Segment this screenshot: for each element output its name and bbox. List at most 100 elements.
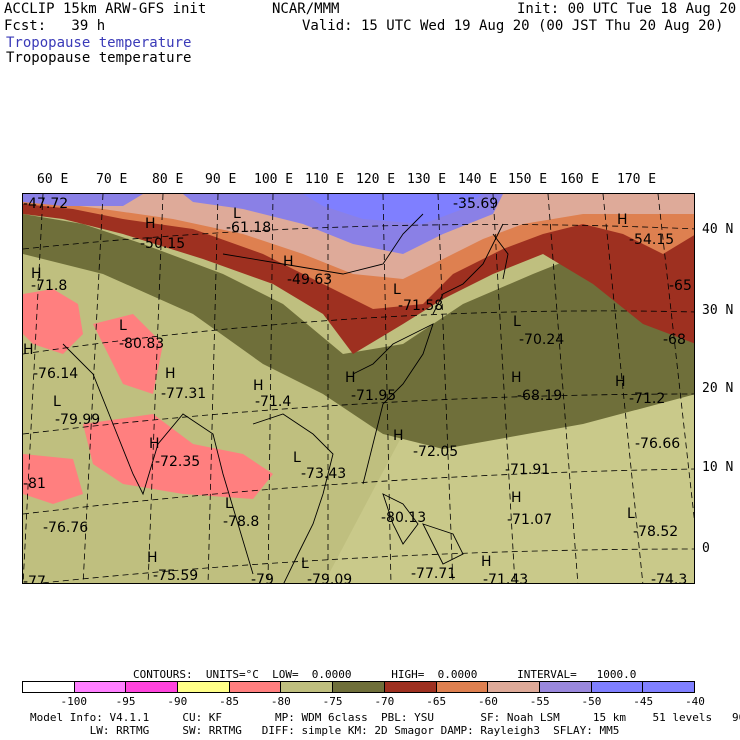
map-svg: [23, 194, 694, 583]
colorbar-segment: [126, 682, 179, 692]
colorbar-segment: [23, 682, 75, 692]
contour-value: -80.13: [381, 510, 427, 526]
colorbar-segment: [436, 682, 489, 692]
colorbar-segment: [74, 682, 127, 692]
low-marker: L: [627, 506, 635, 522]
contour-value: -49.63: [287, 272, 333, 288]
low-marker: L: [233, 206, 241, 222]
contour-value: -78.52: [633, 524, 679, 540]
low-marker: L: [393, 282, 401, 298]
colorbar-labels: -100 -95 -90 -85 -80 -75 -70 -65 -60 -55 -50 -45 -40…: [22, 695, 722, 708]
colorbar-segment: [539, 682, 592, 692]
lon-label: 150 E: [508, 172, 548, 187]
model-info: Model Info: V4.1.1 CU: KF MP: WDM 6class…: [30, 711, 740, 724]
lon-label: 140 E: [458, 172, 498, 187]
low-marker: L: [513, 314, 521, 330]
contour-value: -74.3: [651, 572, 688, 584]
lon-label: 70 E: [96, 172, 128, 187]
longitude-labels: 60 E 70 E 80 E 90 E 100 E 110 E 120 E 130 E 140 …: [0, 172, 740, 188]
lon-label: 90 E: [205, 172, 237, 187]
shaded-field-title: Tropopause temperature: [6, 35, 192, 51]
contour-value: -78.8: [223, 514, 260, 530]
physics-info: LW: RRTMG SW: RRTMG DIFF: simple KM: 2D …: [30, 724, 620, 737]
high-marker: H: [345, 370, 356, 386]
colorbar-label: -90: [167, 695, 188, 708]
field-band-pink-3: [83, 414, 273, 499]
colorbar-label: -50: [581, 695, 602, 708]
colorbar-label: -100: [60, 695, 88, 708]
contour-value: -72.35: [155, 454, 201, 470]
field-band-pink-4: [23, 454, 83, 504]
grid-lines: [23, 194, 694, 583]
contour-value: -70.24: [519, 332, 565, 348]
field-band-pink-1: [23, 289, 83, 354]
colorbar-label: -85: [219, 695, 239, 708]
contour-value: -71.2: [629, 391, 666, 407]
lon-label: 120 E: [356, 172, 396, 187]
lat-label: 20 N: [702, 381, 734, 396]
contour-value: -68.19: [517, 388, 563, 404]
lon-label: 80 E: [152, 172, 184, 187]
colorbar-label: -80: [270, 695, 291, 708]
colorbar-segment: [643, 682, 694, 692]
contour-value: -50.15: [140, 236, 186, 252]
forecast-hour: Fcst: 39 h: [4, 18, 106, 34]
contour-value: -80.83: [119, 336, 165, 352]
high-marker: H: [617, 212, 628, 228]
contour-field-title: Tropopause temperature: [6, 50, 192, 66]
contour-value: -54.15: [629, 232, 675, 248]
contour-value: -68: [663, 332, 686, 348]
lon-label: 110 E: [305, 172, 345, 187]
contour-value: -61.18: [226, 220, 272, 236]
contour-value: -76.14: [33, 366, 79, 382]
colorbar-segment: [591, 682, 644, 692]
high-marker: H: [511, 490, 522, 506]
colorbar: [22, 681, 695, 693]
high-marker: H: [511, 370, 522, 386]
high-marker: H: [165, 366, 176, 382]
lat-label: 40 N: [702, 222, 734, 237]
contour-value: -47.72: [23, 196, 69, 212]
colorbar-label: -65: [426, 695, 447, 708]
high-marker: H: [615, 374, 626, 390]
lon-label: 130 E: [407, 172, 447, 187]
field-band-minus50-west: [23, 194, 143, 206]
contour-value: -73.43: [301, 466, 347, 482]
contour-value: -79.09: [307, 572, 353, 584]
colorbar-label: -55: [529, 695, 550, 708]
model-title: ACCLIP 15km ARW-GFS init: [4, 1, 207, 17]
low-marker: L: [53, 394, 61, 410]
contour-value: -79: [251, 572, 274, 584]
high-marker: H: [23, 342, 34, 358]
colorbar-label: -45: [633, 695, 654, 708]
high-marker: H: [145, 216, 156, 232]
field-band-minus70: [23, 214, 694, 449]
latitude-labels: 40 N 30 N 20 N 10 N 0: [700, 0, 740, 740]
contour-value: -76.76: [43, 520, 89, 536]
field-band-pink-2: [93, 314, 163, 394]
high-marker: H: [147, 550, 158, 566]
colorbar-label: -70: [374, 695, 395, 708]
high-marker: H: [253, 378, 264, 394]
lat-label: 10 N: [702, 460, 734, 475]
lon-label: 160 E: [560, 172, 600, 187]
lat-label: 30 N: [702, 303, 734, 318]
lat-label: 0: [702, 541, 710, 556]
contour-value: -79.99: [55, 412, 101, 428]
colorbar-label: -75: [322, 695, 343, 708]
high-marker: H: [481, 554, 492, 570]
contour-value: -71.43: [483, 572, 529, 584]
map-canvas[interactable]: -47.72 -61.18 -35.69 -50.15 -54.15 -49.63 -71.…: [22, 193, 695, 584]
lon-label: 60 E: [37, 172, 69, 187]
contour-value: -65: [669, 278, 692, 294]
high-marker: H: [393, 428, 404, 444]
colorbar-label: -40: [685, 695, 705, 708]
field-band-ne: [623, 194, 694, 214]
low-marker: L: [225, 496, 233, 512]
colorbar-segment: [281, 682, 334, 692]
colorbar-segment: [229, 682, 282, 692]
colorbar-segment: [178, 682, 230, 692]
colorbar-segment: [333, 682, 385, 692]
init-time: Init: 00 UTC Tue 18 Aug 20: [517, 1, 737, 17]
lon-label: 170 E: [617, 172, 657, 187]
